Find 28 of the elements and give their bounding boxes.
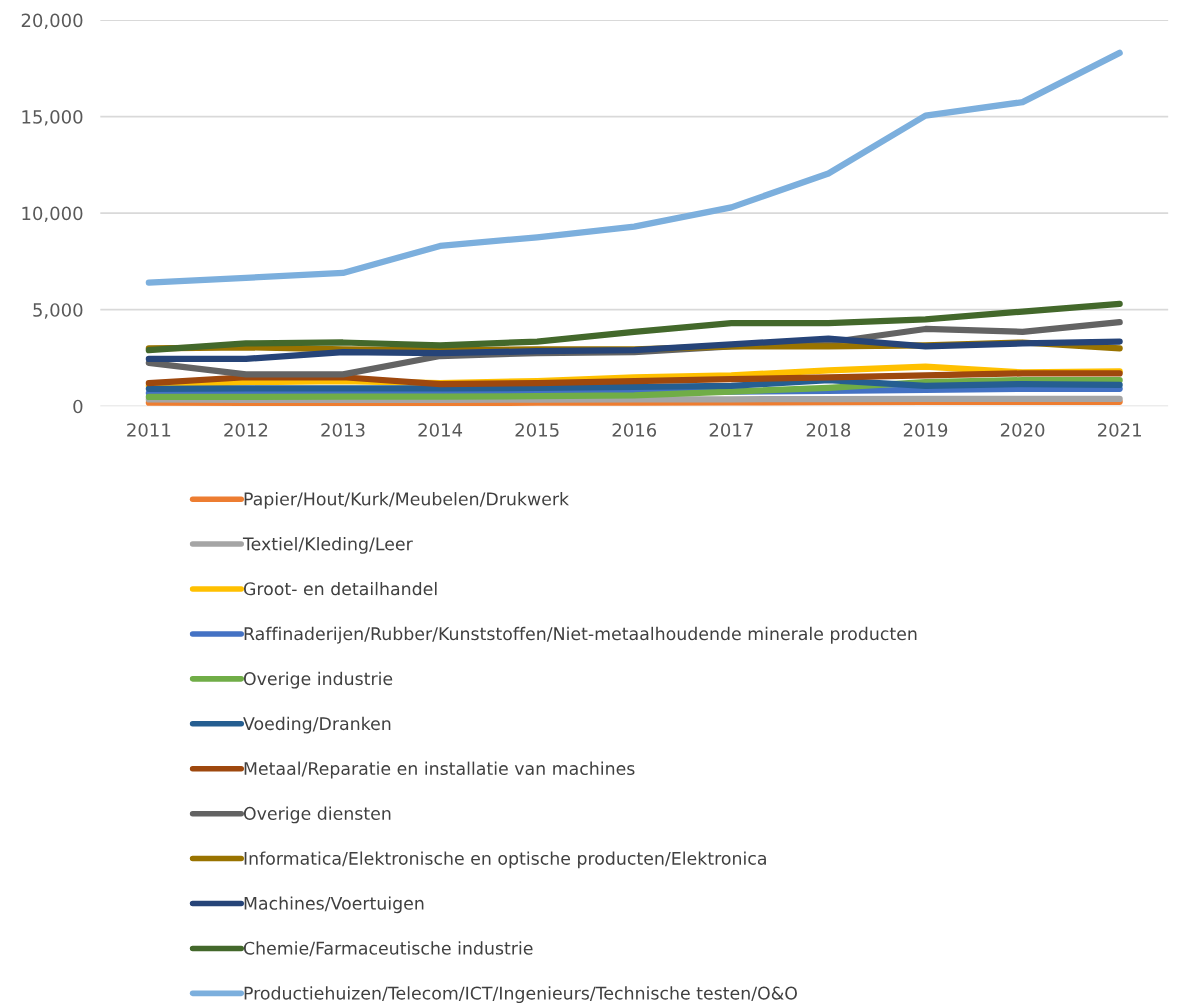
- legend-label: Voeding/Dranken: [243, 716, 391, 734]
- y-tick-label: 0: [73, 399, 83, 414]
- y-tick-label: 5,000: [33, 303, 83, 319]
- y-tick-label: 10,000: [22, 206, 83, 223]
- x-tick-label: 2019: [903, 423, 948, 437]
- legend-label: Metaal/Reparatie en installatie van machines: [244, 761, 635, 779]
- legend-label: Chemie/Farmaceutische industrie: [243, 941, 533, 957]
- x-tick-label: 2018: [806, 423, 851, 437]
- x-tick-label: 2012: [224, 423, 268, 437]
- x-tick-label: 2011: [127, 423, 171, 437]
- x-tick-label: 2014: [418, 423, 463, 437]
- legend-label: Overige diensten: [243, 806, 391, 824]
- legend-label: Informatica/Elektronische en optische producten/Elektronica: [244, 851, 766, 869]
- y-tick-label: 15,000: [22, 110, 83, 126]
- legend-label: Textiel/Kleding/Leer: [242, 536, 413, 554]
- legend-label: Raffinaderijen/Rubber/Kunststoffen/Niet-metaalhoudende minerale producten: [244, 626, 917, 644]
- x-tick-label: 2021: [1098, 423, 1141, 437]
- legend-label: Groot- en detailhandel: [243, 581, 437, 596]
- legend-label: Papier/Hout/Kurk/Meubelen/Drukwerk: [244, 492, 570, 509]
- x-tick-label: 2020: [1000, 423, 1045, 437]
- legend-label: Machines/Voertuigen: [244, 896, 424, 914]
- x-tick-label: 2017: [709, 423, 753, 437]
- x-tick-label: 2013: [321, 423, 365, 437]
- x-tick-label: 2016: [612, 423, 657, 437]
- legend-label: Overige industrie: [243, 671, 393, 689]
- y-tick-label: 20,000: [21, 13, 83, 30]
- legend-label: Productiehuizen/Telecom/ICT/Ingenieurs/Technische testen/O&O: [244, 986, 797, 1003]
- x-tick-label: 2015: [515, 423, 559, 437]
